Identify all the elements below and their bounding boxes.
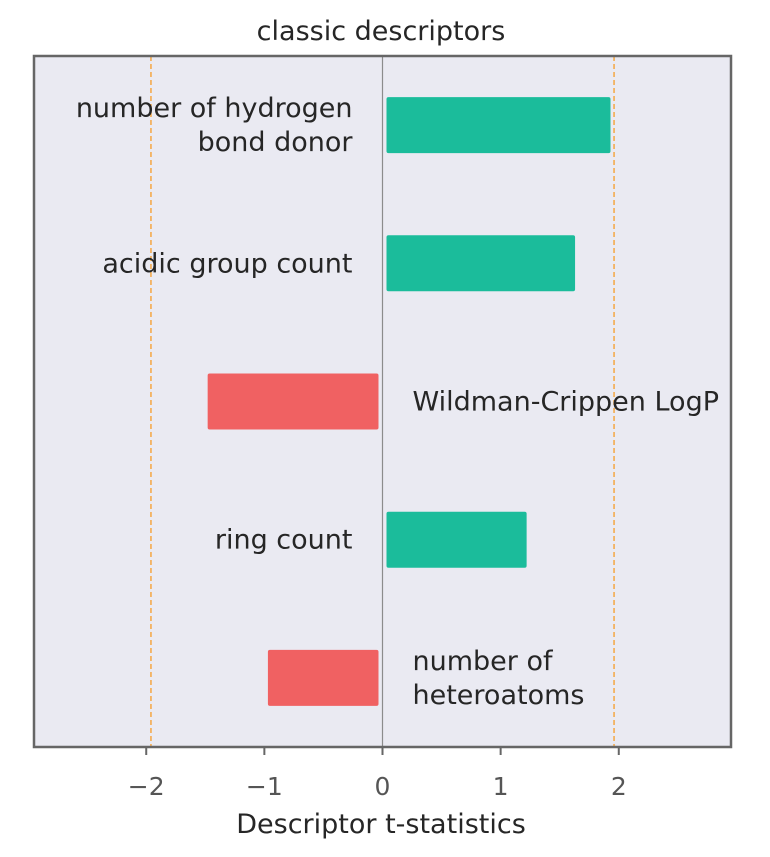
reference-lines-layer bbox=[150, 56, 615, 747]
x-axis-label: Descriptor t-statistics bbox=[236, 809, 526, 840]
bars-layer bbox=[207, 97, 611, 706]
bar-3 bbox=[386, 511, 527, 568]
x-tick-label-4: 2 bbox=[611, 772, 627, 801]
category-labels-layer: number of hydrogen bond donor acidic group… bbox=[76, 93, 719, 711]
chart-title: classic descriptors bbox=[257, 16, 506, 47]
category-label-4: number of heteroatoms bbox=[413, 646, 585, 711]
bar-0 bbox=[386, 97, 611, 154]
x-ticks-layer: −2 −1 0 1 2 bbox=[128, 747, 627, 801]
category-label-0: number of hydrogen bond donor bbox=[76, 93, 354, 158]
x-tick-label-2: 0 bbox=[375, 772, 391, 801]
bar-2 bbox=[207, 373, 379, 430]
x-tick-label-3: 1 bbox=[493, 772, 509, 801]
x-tick-label-1: −1 bbox=[246, 772, 283, 801]
bar-4 bbox=[267, 649, 379, 706]
bar-1 bbox=[386, 235, 576, 292]
category-label-1: acidic group count bbox=[102, 248, 352, 279]
x-tick-label-0: −2 bbox=[128, 772, 165, 801]
category-label-3: ring count bbox=[215, 525, 353, 556]
category-label-2: Wildman-Crippen LogP bbox=[413, 387, 720, 418]
